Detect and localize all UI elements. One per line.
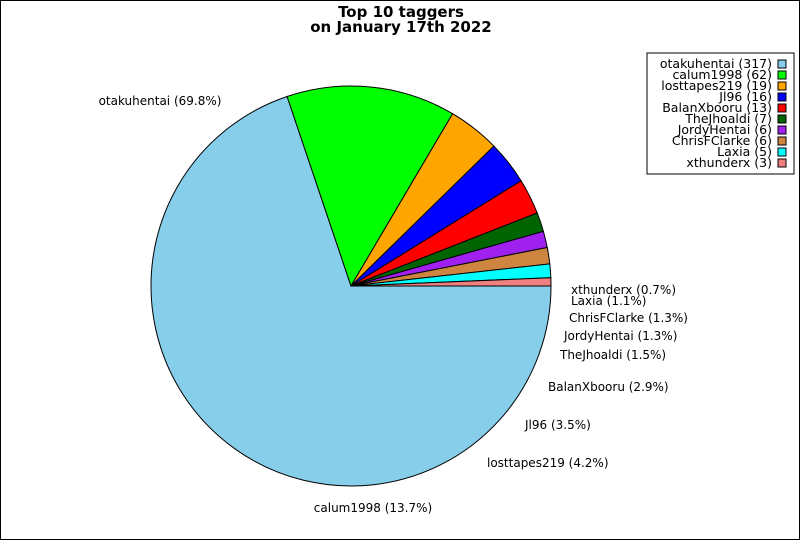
slice-label-calum1998: calum1998 (13.7%) (314, 501, 432, 515)
legend-swatch-jl96 (777, 92, 787, 102)
slice-label-balanxbooru: BalanXbooru (2.9%) (548, 380, 669, 394)
pie-slice-calum1998 (286, 85, 454, 288)
slice-label-thejhoaldi: TheJhoaldi (1.5%) (559, 348, 666, 362)
legend-swatch-thejhoaldi (777, 114, 787, 124)
legend-swatch-xthunderx (777, 158, 787, 168)
legend-label-thejhoaldi: TheJhoaldi (7) (684, 111, 772, 126)
legend-swatch-chrisfclarke (777, 136, 787, 146)
legend-box (646, 52, 795, 175)
legend-swatch-balanxbooru (777, 103, 787, 113)
slice-label-laxia: Laxia (1.1%) (571, 294, 647, 308)
slice-label-jordyhentai: JordyHentai (1.3%) (563, 329, 677, 343)
legend-swatch-jordyhentai (777, 125, 787, 135)
slice-label-otakuhentai: otakuhentai (69.8%) (99, 94, 222, 108)
pie-slice-xthunderx (350, 277, 552, 287)
pie-slices (150, 85, 552, 487)
legend-label-xthunderx: xthunderx (3) (686, 155, 772, 170)
chart-subtitle: on January 17th 2022 (310, 18, 491, 36)
legend-label-calum1998: calum1998 (62) (672, 67, 772, 82)
slice-label-losttapes219: losttapes219 (4.2%) (487, 456, 609, 470)
legend-swatch-otakuhentai (777, 59, 787, 69)
legend-label-jl96: Jl96 (16) (718, 89, 772, 104)
legend-swatch-laxia (777, 147, 787, 157)
slice-labels: otakuhentai (69.8%) calum1998 (13.7%) lost… (99, 94, 688, 515)
legend-swatch-calum1998 (777, 70, 787, 80)
slice-label-jl96: Jl96 (3.5%) (524, 418, 591, 432)
pie-slice-otakuhentai (150, 95, 552, 487)
legend-label-balanxbooru: BalanXbooru (13) (662, 100, 772, 115)
legend-label-otakuhentai: otakuhentai (317) (660, 56, 772, 71)
legend-swatch-losttapes219 (777, 81, 787, 91)
slice-label-xthunderx: xthunderx (0.7%) (571, 283, 676, 297)
legend-label-jordyhentai: JordyHentai (6) (677, 122, 772, 137)
legend-label-chrisfclarke: ChrisFClarke (6) (672, 133, 772, 148)
chart-title: Top 10 taggers (338, 3, 464, 21)
slice-label-chrisfclarke: ChrisFClarke (1.3%) (569, 311, 688, 325)
legend: otakuhentai (317)calum1998 (62)losttapes… (646, 52, 795, 175)
legend-label-losttapes219: losttapes219 (19) (661, 78, 772, 93)
legend-label-laxia: Laxia (5) (717, 144, 772, 159)
